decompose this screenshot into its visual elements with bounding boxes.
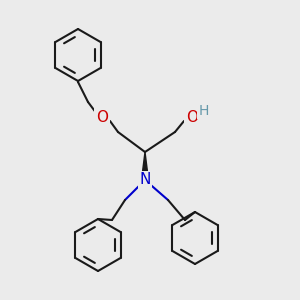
Text: O: O: [186, 110, 198, 124]
Text: N: N: [139, 172, 151, 188]
Text: O: O: [96, 110, 108, 124]
Text: H: H: [199, 104, 209, 118]
Polygon shape: [142, 152, 148, 176]
